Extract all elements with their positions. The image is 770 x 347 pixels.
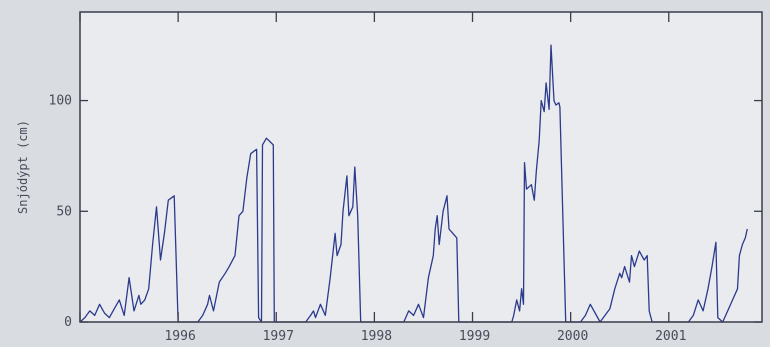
y-tick-label: 100 (49, 94, 72, 109)
y-tick-label: 0 (64, 315, 72, 330)
x-tick-label: 1998 (361, 329, 392, 344)
x-tick-label: 1996 (164, 329, 195, 344)
plot-frame (79, 11, 763, 323)
x-tick-label: 2001 (655, 329, 686, 344)
plot-background (80, 12, 762, 322)
tick-layer: 0 50 100 1996 1997 1998 1999 2000 2001 (49, 12, 762, 344)
x-tick-label: 1997 (263, 329, 294, 344)
y-tick-label: 50 (56, 204, 72, 219)
y-axis-label: Snjódýpt (cm) (16, 120, 30, 214)
x-tick-label: 1999 (459, 329, 490, 344)
x-tick-label: 2000 (557, 329, 588, 344)
